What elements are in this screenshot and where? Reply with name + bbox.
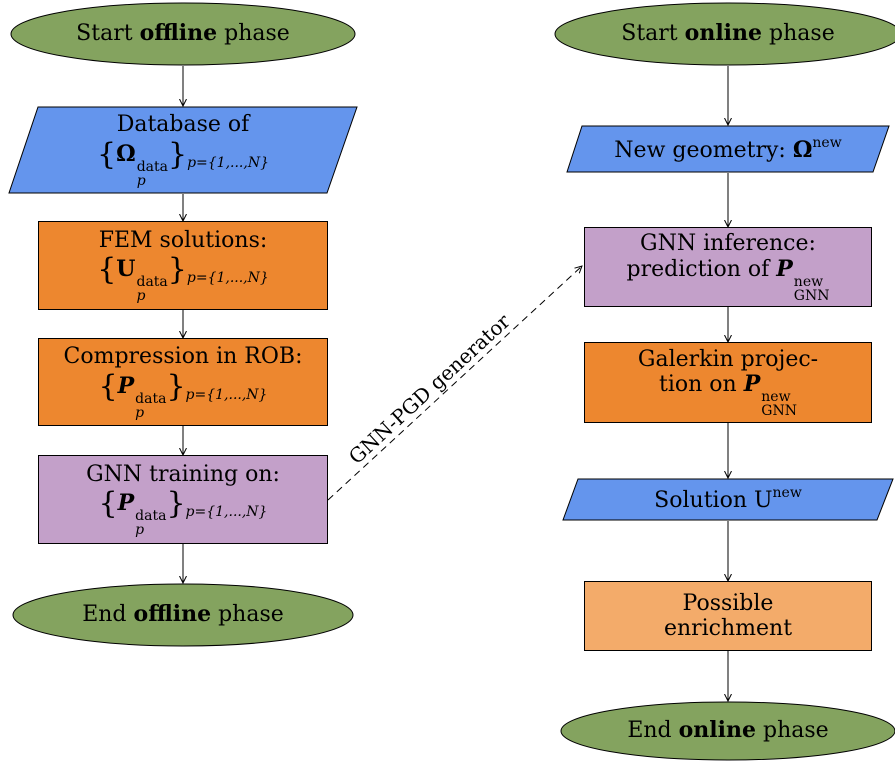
process-shape (584, 581, 872, 651)
galerkin-label: Galerkin projec- (637, 346, 819, 372)
galerkin-text: tion on (659, 372, 744, 398)
start-online-pre: Start (621, 21, 685, 47)
galerkin-symbol: P (743, 371, 761, 398)
end-offline-post: phase (211, 602, 284, 628)
start-online-terminal: Start online phase (554, 2, 895, 66)
solution-io: Solution Unew (562, 478, 894, 521)
end-offline-bold: offline (133, 601, 212, 628)
process-shape (38, 338, 328, 426)
geometry-label: New geometry: (614, 137, 793, 163)
new-geometry-io: New geometry: Ωnew (566, 125, 890, 173)
solution-sup: new (772, 485, 802, 502)
gnn-training-process: GNN training on: {P data p}p={1,...,N} (38, 455, 328, 544)
start-offline-pre: Start (76, 21, 140, 47)
edge-gnn-pgd-generator (327, 266, 582, 501)
fem-sup: data (136, 274, 168, 291)
compression-symbol: P (117, 372, 135, 399)
end-offline-terminal: End offline phase (12, 583, 354, 647)
database-sup: data (136, 158, 168, 175)
training-range: p={1,...,N} (185, 504, 268, 521)
fem-range: p={1,...,N} (186, 270, 269, 287)
compression-sup: data (135, 390, 167, 407)
fem-symbol: U (116, 256, 136, 283)
inference-symbol: P (776, 255, 793, 282)
start-offline-bold: offline (139, 20, 218, 47)
compression-process: Compression in ROB: {P data p}p={1,...,N} (38, 338, 328, 426)
galerkin-sub: GNN (761, 403, 797, 420)
start-offline-terminal: Start offline phase (10, 2, 356, 66)
inference-text: prediction of (626, 256, 777, 282)
io-shape (8, 106, 358, 194)
process-shape (584, 342, 872, 423)
terminal-shape (12, 583, 354, 647)
process-shape (584, 227, 872, 307)
galerkin-sup: new (761, 389, 791, 406)
terminal-shape (560, 701, 895, 761)
training-sup: data (135, 508, 167, 525)
end-online-post: phase (756, 718, 829, 744)
process-shape (38, 221, 328, 310)
inference-sup: new (793, 273, 824, 290)
compression-range: p={1,...,N} (185, 386, 268, 403)
enrichment-line2: enrichment (663, 616, 793, 641)
end-offline-pre: End (82, 602, 134, 628)
possible-enrichment-process: Possible enrichment (584, 581, 872, 651)
io-shape (562, 478, 894, 521)
start-online-post: phase (762, 21, 835, 47)
training-symbol: P (117, 490, 135, 517)
compression-label: Compression in ROB: (63, 344, 303, 370)
training-sub: p (135, 522, 145, 539)
end-online-pre: End (627, 718, 679, 744)
process-shape (38, 455, 328, 544)
database-io: Database of {Ω data p}p={1,...,N} (8, 106, 358, 194)
inference-sub: GNN (793, 287, 830, 304)
geometry-sup: new (812, 134, 842, 151)
solution-label: Solution U (654, 488, 773, 514)
database-label: Database of (116, 112, 250, 138)
geometry-symbol: Ω (792, 136, 813, 163)
enrichment-line1: Possible (682, 590, 774, 616)
terminal-shape (554, 2, 895, 66)
end-online-bold: online (678, 717, 757, 744)
fem-solutions-process: FEM solutions: {U data p}p={1,...,N} (38, 221, 328, 310)
fem-sub: p (136, 288, 146, 305)
terminal-shape (10, 2, 356, 66)
training-label: GNN training on: (86, 461, 280, 487)
io-shape (566, 125, 890, 173)
database-range: p={1,...,N} (187, 154, 269, 171)
fem-label: FEM solutions: (98, 227, 268, 253)
end-online-terminal: End online phase (560, 701, 895, 761)
database-symbol: Ω (116, 140, 136, 167)
inference-label: GNN inference: (640, 231, 816, 257)
database-sub: p (136, 172, 146, 189)
compression-sub: p (135, 404, 145, 421)
start-online-bold: online (684, 20, 763, 47)
start-offline-post: phase (217, 21, 290, 47)
